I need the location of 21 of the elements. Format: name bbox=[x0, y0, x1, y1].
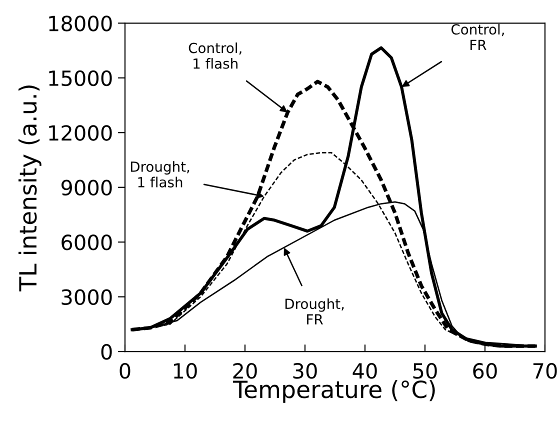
annotation: Drought, FR bbox=[285, 298, 344, 324]
x-tick-label: 60 bbox=[473, 363, 497, 379]
x-tick-label: 50 bbox=[413, 363, 437, 379]
y-tick-label: 6000 bbox=[62, 234, 112, 250]
annotation: Control, 1 flash bbox=[188, 42, 242, 69]
y-axis-title: TL intensity (a.u.) bbox=[18, 85, 42, 292]
x-tick-label: 0 bbox=[120, 363, 130, 379]
x-tick-label: 30 bbox=[293, 363, 317, 379]
x-axis-title: Temperature (°C) bbox=[233, 380, 435, 403]
x-tick-label: 10 bbox=[174, 363, 197, 379]
y-tick-label: 12000 bbox=[49, 125, 112, 141]
y-tick-label: 0 bbox=[101, 344, 112, 360]
y-tick-label: 18000 bbox=[49, 16, 112, 32]
x-tick-label: 40 bbox=[352, 363, 377, 379]
y-tick-label: 3000 bbox=[62, 289, 112, 306]
annotation: Drought, 1 flash bbox=[130, 161, 190, 188]
y-tick-label: 15000 bbox=[49, 70, 112, 86]
y-tick-label: 9000 bbox=[61, 180, 112, 196]
annotation: Control, FR bbox=[451, 24, 504, 50]
x-tick-label: 70 bbox=[533, 363, 557, 379]
x-tick-label: 20 bbox=[233, 363, 257, 379]
